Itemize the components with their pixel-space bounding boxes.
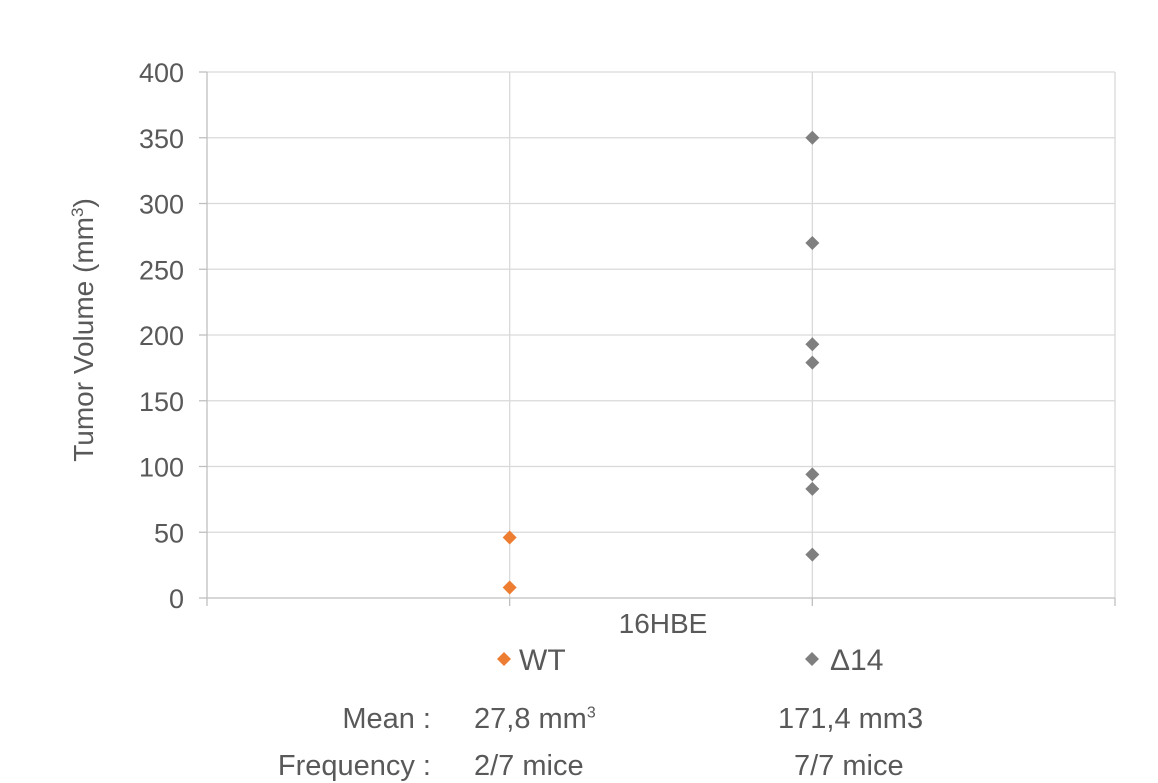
wt-mean-text: 27,8 mm [474, 703, 587, 735]
data-point-d14 [805, 337, 820, 352]
legend-label-wt: WT [519, 644, 566, 677]
y-tick-label: 150 [139, 387, 184, 417]
data-point-d14 [805, 130, 820, 145]
y-tick-label: 0 [169, 584, 184, 614]
y-tick-labels: 0 50 100 150 200 250 300 350 400 [139, 58, 184, 614]
d14-mean-value: 171,4 mm3 [778, 703, 924, 735]
grid-layer [207, 71, 1116, 598]
legend-marker-d14 [805, 652, 819, 666]
legend-item-d14: Δ14 [805, 644, 883, 677]
data-point-d14 [805, 355, 820, 370]
wt-frequency-value: 2/7 mice [474, 750, 584, 782]
data-point-wt [502, 580, 517, 595]
y-tick-label: 250 [139, 255, 184, 285]
y-tick-label: 400 [139, 58, 184, 88]
data-point-d14 [805, 547, 820, 562]
mean-label: Mean : [342, 703, 431, 735]
frequency-label: Frequency : [277, 750, 431, 782]
y-axis-title-main: Tumor Volume (mm [68, 217, 99, 462]
y-tick-label: 200 [139, 321, 184, 351]
legend: WT Δ14 [497, 644, 883, 677]
wt-mean-superscript: 3 [586, 704, 596, 722]
axis-layer [199, 71, 1116, 606]
y-tick-label: 100 [139, 453, 184, 483]
data-point-wt [502, 530, 517, 545]
y-axis-title: Tumor Volume (mm3) [68, 198, 99, 462]
y-axis-title-tail: ) [68, 198, 99, 207]
data-point-d14 [805, 467, 820, 482]
data-point-d14 [805, 235, 820, 250]
data-point-d14 [805, 481, 820, 496]
x-category-label: 16HBE [619, 608, 708, 639]
legend-marker-wt [497, 652, 511, 666]
y-tick-label: 350 [139, 124, 184, 154]
y-tick-label: 50 [154, 518, 184, 548]
d14-frequency-value: 7/7 mice [794, 750, 904, 782]
y-tick-label: 300 [139, 190, 184, 220]
wt-mean-value: 27,8 mm3 [474, 703, 596, 736]
y-axis-title-superscript: 3 [68, 208, 87, 217]
legend-item-wt: WT [497, 644, 566, 677]
data-points [502, 130, 820, 595]
legend-label-d14: Δ14 [830, 644, 883, 677]
